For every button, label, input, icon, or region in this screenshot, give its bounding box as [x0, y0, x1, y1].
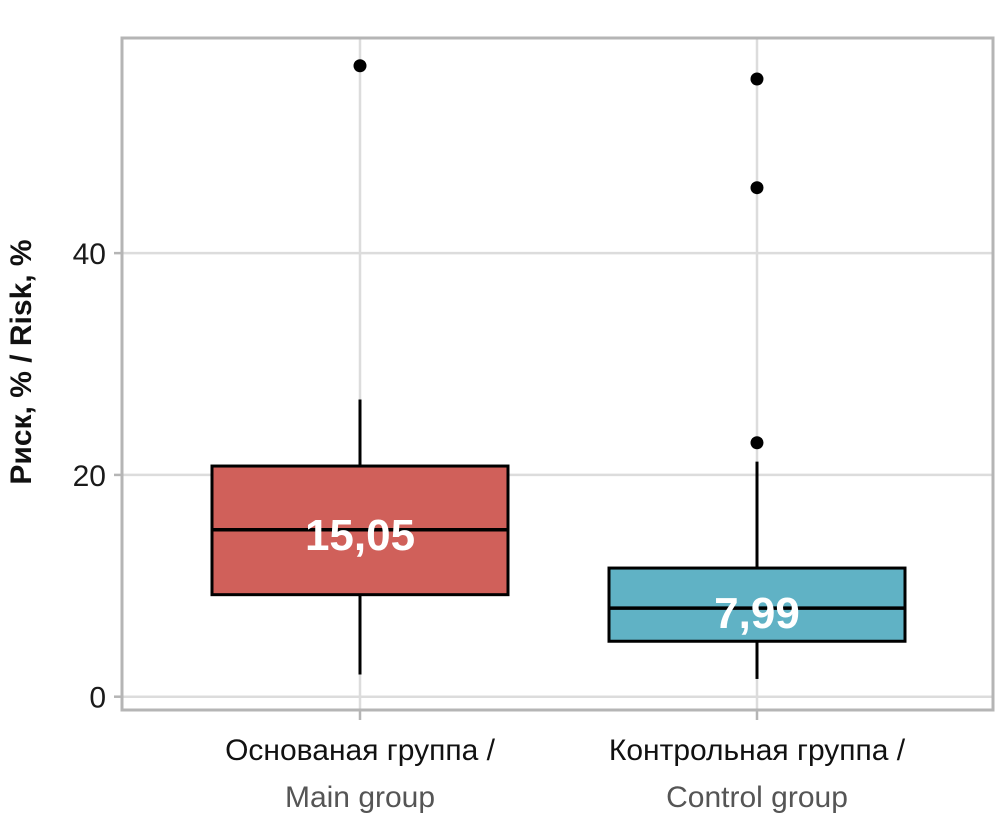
median-value-label: 15,05: [305, 511, 415, 560]
iqr-box: [607, 566, 907, 643]
x-tick-label-ru: Основаная группа /: [225, 734, 496, 767]
outlier-point: [750, 181, 764, 195]
median-value-label: 7,99: [714, 589, 800, 638]
outlier-point: [750, 436, 764, 450]
plot-panel-border: [120, 36, 995, 712]
x-tick-label-en: Main group: [285, 781, 435, 814]
x-tick-label-ru: Контрольная группа /: [609, 734, 906, 767]
y-tick-label: 0: [89, 682, 106, 715]
outlier-point: [353, 59, 367, 73]
outlier-point: [750, 72, 764, 86]
y-axis-ticks: 0 20 40: [73, 238, 122, 715]
box-group: 15,05: [210, 59, 510, 675]
y-tick-label: 20: [73, 460, 106, 493]
y-axis-label: Риск, % / Risk, %: [5, 239, 38, 484]
box-group: 7,99: [607, 72, 907, 679]
x-tick-label-en: Control group: [666, 781, 848, 814]
box-series: 15,05 7,99: [210, 59, 907, 679]
y-tick-label: 40: [73, 238, 106, 271]
x-axis-ticks: Основаная группа / Main group Контрольная …: [225, 710, 906, 814]
